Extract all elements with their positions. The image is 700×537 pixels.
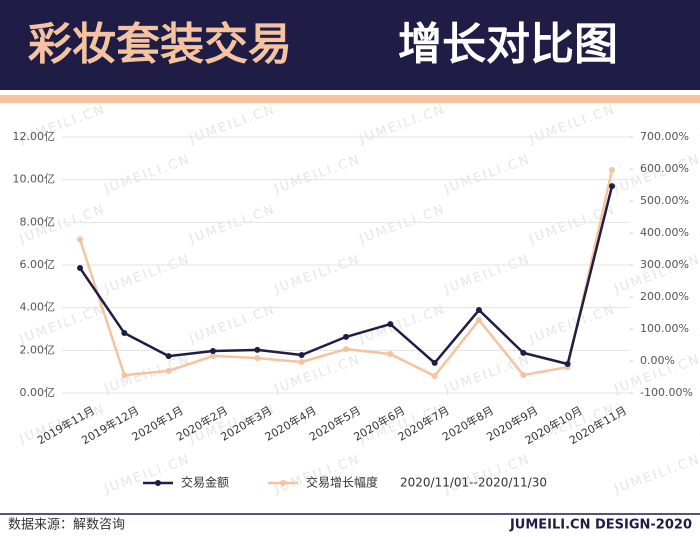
y-tick-label: 4.00亿 (20, 301, 56, 314)
point (77, 264, 83, 271)
point (121, 330, 128, 337)
point (165, 353, 172, 360)
watermark: JUMEILI.CN (271, 152, 362, 197)
watermark: JUMEILI.CN (611, 452, 700, 497)
y-tick-label: 2.00亿 (20, 343, 56, 356)
point (431, 373, 438, 380)
watermark: JUMEILI.CN (526, 102, 617, 147)
point (77, 236, 83, 243)
point (387, 350, 394, 357)
point (210, 347, 216, 354)
point (165, 367, 172, 374)
point (121, 372, 128, 379)
watermark: JUMEILI.CN (186, 102, 277, 147)
y-tick-label: 12.00亿 (13, 130, 56, 143)
point (298, 358, 305, 365)
y2-tick-label: 200.00% (640, 290, 689, 303)
watermark: JUMEILI.CN (186, 302, 277, 347)
point (387, 321, 394, 328)
y2-tick-label: 100.00% (640, 322, 689, 335)
y2-tick-label: 0.00% (640, 354, 675, 367)
y-tick-label: 0.00亿 (20, 386, 56, 399)
watermark: JUMEILI.CN (696, 402, 700, 447)
point (609, 166, 615, 173)
point (343, 346, 349, 353)
watermark: JUMEILI.CN (526, 302, 617, 347)
watermark: JUMEILI.CN (101, 252, 192, 297)
y2-tick-label: -100.00% (640, 386, 693, 399)
y2-tick-label: 500.00% (640, 194, 689, 207)
y2-tick-label: 300.00% (640, 258, 689, 271)
y-tick-label: 8.00亿 (20, 215, 56, 228)
point (520, 372, 527, 379)
chart-title: 增长对比图 (398, 19, 618, 70)
watermark: JUMEILI.CN (186, 202, 277, 247)
annotation: 2020/11/01--2020/11/30 (400, 476, 547, 490)
watermark: JUMEILI.CN (356, 102, 447, 147)
watermark: JUMEILI.CN (696, 302, 700, 347)
watermark: JUMEILI.CN (271, 252, 362, 297)
header-band (0, 0, 700, 90)
point (564, 360, 571, 367)
watermark: JUMEILI.CN (101, 152, 192, 197)
watermark: JUMEILI.CN (101, 452, 192, 497)
credit: JUMEILI.CN DESIGN-2020 (509, 518, 692, 533)
watermark: JUMEILI.CN (696, 102, 700, 147)
y2-tick-label: 400.00% (640, 226, 689, 239)
watermark: JUMEILI.CN (356, 302, 447, 347)
point (476, 307, 482, 314)
point (476, 317, 482, 324)
watermark: JUMEILI.CN (441, 252, 532, 297)
chart-title: 彩妆套装交易 (28, 19, 292, 70)
point (298, 352, 305, 359)
source: 数据来源：解数咨询 (8, 518, 125, 533)
y2-tick-label: 700.00% (640, 130, 689, 143)
point (254, 346, 261, 353)
watermark: JUMEILI.CN (441, 352, 532, 397)
legend-marker (155, 480, 161, 486)
point (343, 333, 349, 340)
watermark: JUMEILI.CN (696, 202, 700, 247)
point (431, 359, 438, 366)
y-tick-label: 6.00亿 (20, 258, 56, 271)
legend-label: 交易金额 (181, 475, 229, 490)
header-strip (0, 95, 700, 103)
point (210, 352, 216, 359)
point (520, 349, 527, 356)
legend-label: 交易增长幅度 (306, 475, 378, 490)
watermark: JUMEILI.CN (356, 202, 447, 247)
watermark: JUMEILI.CN (441, 152, 532, 197)
y-tick-label: 10.00亿 (13, 173, 56, 186)
y2-tick-label: 600.00% (640, 162, 689, 175)
watermark: JUMEILI.CN (101, 352, 192, 397)
legend-marker (280, 480, 286, 486)
point (609, 183, 615, 190)
point (254, 355, 261, 362)
